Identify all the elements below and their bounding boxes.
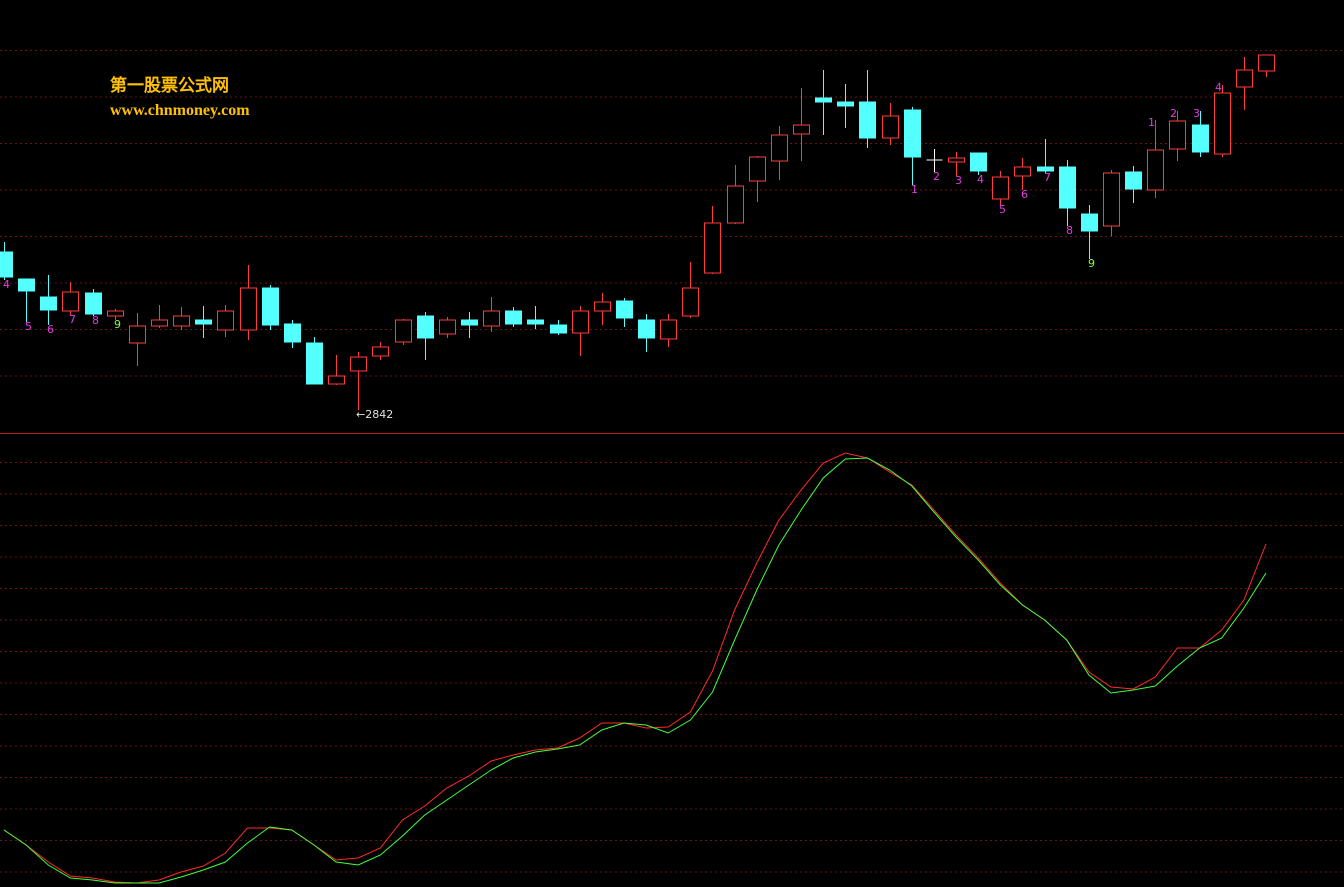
candle-body — [550, 324, 567, 334]
candle-body — [948, 157, 965, 163]
indicator-line — [3, 457, 1267, 884]
candle-body — [85, 292, 102, 315]
candle-body — [107, 310, 124, 317]
candle-body — [461, 319, 478, 326]
candle-body — [372, 346, 389, 357]
candle-body — [284, 323, 301, 343]
candle-body — [638, 319, 655, 339]
candle-body — [882, 115, 899, 139]
chart-subtitle: www.chnmoney.com — [110, 102, 250, 119]
candle-body — [1169, 120, 1186, 150]
count-label: 1 — [911, 183, 918, 196]
candle-body — [771, 134, 788, 162]
candle-body — [0, 251, 13, 278]
count-label: 9 — [1088, 257, 1095, 270]
candle-body — [1147, 149, 1164, 191]
candle-body — [1037, 166, 1054, 172]
candle-body — [572, 310, 589, 334]
candle-body — [262, 287, 279, 326]
candle-body — [395, 319, 412, 343]
count-label: 5 — [25, 320, 32, 333]
candle-body — [1014, 166, 1031, 177]
candle-body — [815, 97, 832, 103]
candle-body — [594, 301, 611, 312]
count-label: 9 — [114, 318, 121, 331]
count-label: 8 — [1066, 224, 1073, 237]
count-label: 6 — [47, 323, 54, 336]
candle-body — [616, 300, 633, 319]
candle-body — [527, 319, 544, 325]
candle-body — [992, 176, 1009, 200]
count-label: 8 — [92, 314, 99, 327]
low-annotation: ←2842 — [356, 408, 393, 421]
candle-body — [727, 185, 744, 224]
candle-body — [793, 124, 810, 135]
candle-body — [1192, 124, 1209, 153]
candle-body — [18, 278, 35, 292]
count-label: 1 — [1148, 116, 1155, 129]
candle-body — [837, 101, 854, 107]
count-label: 3 — [1193, 107, 1200, 120]
count-label: 7 — [69, 313, 76, 326]
candle-body — [151, 319, 168, 327]
candle-body — [40, 296, 57, 311]
candle-body — [1236, 69, 1253, 88]
candle-body — [970, 152, 987, 172]
candle-body — [1081, 213, 1098, 232]
candle-body — [417, 315, 434, 339]
count-label: 4 — [3, 278, 10, 291]
count-label: 5 — [999, 203, 1006, 216]
count-label: 7 — [1044, 171, 1051, 184]
candle-body — [439, 319, 456, 335]
candle-body — [1214, 92, 1231, 155]
candle-body — [1103, 172, 1120, 227]
candle-body — [1125, 171, 1142, 190]
candle-body — [1258, 54, 1275, 72]
candle-body — [483, 310, 500, 327]
candle-body — [62, 291, 79, 312]
candle-body — [682, 287, 699, 317]
grid — [0, 50, 1344, 873]
candle-body — [904, 109, 921, 158]
candle-body — [306, 342, 323, 385]
candle-body — [328, 375, 345, 385]
candle-body — [350, 356, 367, 372]
candle-body — [859, 101, 876, 139]
count-label: 2 — [933, 170, 940, 183]
count-label: 4 — [1215, 81, 1222, 94]
candle-body — [195, 319, 212, 325]
candle-body — [217, 310, 234, 331]
count-label: 2 — [1170, 107, 1177, 120]
candle-body — [704, 222, 721, 274]
candle-body — [173, 315, 190, 327]
count-label: 4 — [977, 173, 984, 186]
count-label: 6 — [1021, 188, 1028, 201]
candle-body — [749, 156, 766, 182]
chart-title: 第一股票公式网 — [110, 75, 229, 96]
candle-body — [240, 287, 257, 331]
candle-body — [1059, 166, 1076, 209]
candle-body — [505, 310, 522, 325]
candle-body — [129, 325, 146, 344]
count-label: 3 — [955, 174, 962, 187]
candle-body — [660, 319, 677, 340]
